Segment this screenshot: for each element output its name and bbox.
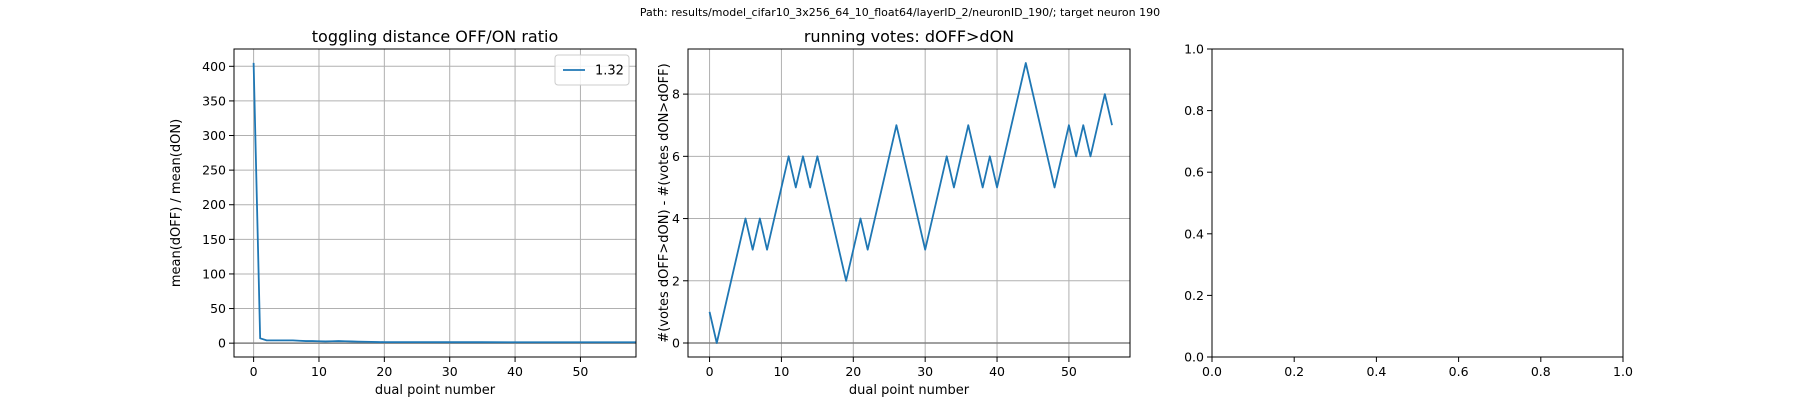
x-tick-label: 10 [773, 364, 789, 379]
charts: 0 10 20 30 40 50050100150200250300350400toggl… [169, 27, 1633, 398]
chart-3: 0.0 0.2 0.4 0.6 0.8 1.0 0.0 0.2 0.4 0.6 0.8 1.0 [1184, 42, 1633, 380]
chart-title: running votes: dOFF>dON [804, 27, 1014, 46]
axes-frame [233, 48, 637, 358]
axes-frame [1211, 48, 1624, 358]
chart-2: 0 10 20 30 40 50 0 2 4 6 8 running votes: dOFF>dON d… [657, 27, 1131, 398]
x-tick-label: 0.6 [1449, 364, 1469, 379]
suptitle: Path: results/model_cifar10_3x256_64_10_… [640, 6, 1160, 19]
axes-frame [687, 48, 1131, 358]
y-axis-label: #(votes dOFF>dON) - #(votes dON>dOFF) [657, 63, 672, 342]
y-axis-label: mean(dOFF) / mean(dON) [169, 119, 184, 287]
x-axis-label: dual point number [849, 383, 970, 398]
y-tick-label: 100 [202, 266, 226, 281]
x-tick-label: 0.8 [1531, 364, 1551, 379]
x-tick-label: 10 [311, 364, 327, 379]
x-tick-label: 0.0 [1202, 364, 1222, 379]
legend-box [554, 54, 630, 86]
y-tick-label: 350 [202, 93, 226, 108]
y-tick-label: 250 [202, 163, 226, 178]
y-tick-label: 150 [202, 232, 226, 247]
x-tick-label: 0 [250, 364, 258, 379]
x-tick-label: 30 [917, 364, 933, 379]
series-line-1 [708, 62, 1113, 344]
x-tick-label: 30 [442, 364, 458, 379]
x-axis-label: dual point number [375, 383, 496, 398]
y-tick-label: 0 [672, 336, 680, 351]
y-tick-label: 0.6 [1184, 165, 1204, 180]
x-tick-label: 40 [989, 364, 1005, 379]
x-tick-label: 1.0 [1613, 364, 1633, 379]
x-tick-label: 40 [507, 364, 523, 379]
y-tick-label: 50 [210, 301, 226, 316]
y-tick-label: 0.0 [1184, 350, 1204, 365]
y-tick-label: 2 [672, 273, 680, 288]
y-tick-label: 0.4 [1184, 226, 1204, 241]
x-tick-label: 0 [706, 364, 714, 379]
y-tick-label: 300 [202, 128, 226, 143]
y-tick-label: 8 [672, 87, 680, 102]
x-tick-label: 50 [572, 364, 588, 379]
x-tick-label: 20 [376, 364, 392, 379]
y-tick-label: 400 [202, 59, 226, 74]
y-tick-label: 200 [202, 197, 226, 212]
legend: 1.32 [554, 54, 630, 86]
x-tick-label: 0.2 [1284, 364, 1304, 379]
legend-label: 1.32 [595, 64, 624, 79]
series-line-1 [252, 62, 636, 344]
x-tick-label: 50 [1061, 364, 1077, 379]
chart-title: toggling distance OFF/ON ratio [312, 27, 558, 46]
y-tick-label: 1.0 [1184, 42, 1204, 57]
y-tick-label: 0.2 [1184, 288, 1204, 303]
y-tick-label: 4 [672, 211, 680, 226]
y-tick-label: 0 [218, 336, 226, 351]
y-tick-label: 6 [672, 149, 680, 164]
x-tick-label: 0.4 [1366, 364, 1386, 379]
x-tick-label: 20 [845, 364, 861, 379]
y-tick-label: 0.8 [1184, 103, 1204, 118]
chart-1: 0 10 20 30 40 50 0 50 100 150 200 250 300 350 400 toggl… [169, 27, 637, 398]
